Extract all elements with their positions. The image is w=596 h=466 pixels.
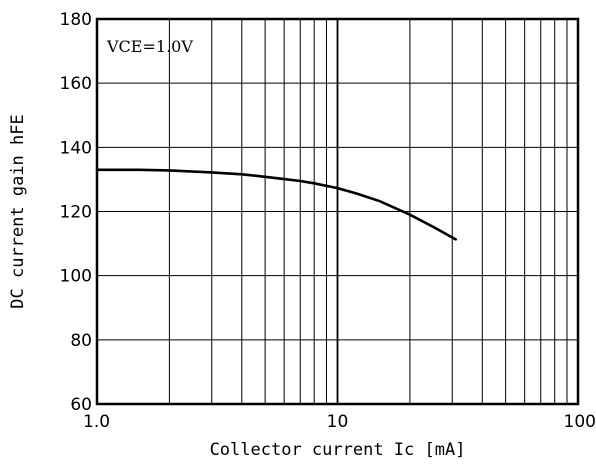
x-axis-label: Collector current Ic [mA] — [210, 440, 466, 460]
test-condition-annotation: VCE=1.0V — [106, 37, 193, 56]
x-tick-label: 1.0 — [83, 412, 110, 432]
plot-frame — [95, 17, 580, 406]
x-tick-label: 100 — [564, 412, 596, 432]
series-lines — [95, 168, 458, 241]
y-tick-label: 100 — [60, 267, 92, 287]
x-tick-labels: 1.0 10 100 — [83, 412, 596, 432]
y-tick-label: 180 — [60, 10, 92, 30]
y-tick-label: 160 — [60, 74, 92, 94]
series-line — [95, 168, 458, 241]
x-tick-label: 10 — [327, 412, 349, 432]
y-tick-labels: 60 80 100 120 140 160 180 — [60, 10, 92, 415]
y-tick-label: 80 — [70, 331, 92, 351]
y-axis-label: DC current gain hFE — [8, 114, 28, 308]
y-tick-label: 120 — [60, 203, 92, 223]
grid-lines — [97, 19, 578, 404]
y-tick-label: 60 — [70, 395, 92, 415]
y-tick-label: 140 — [60, 138, 92, 158]
